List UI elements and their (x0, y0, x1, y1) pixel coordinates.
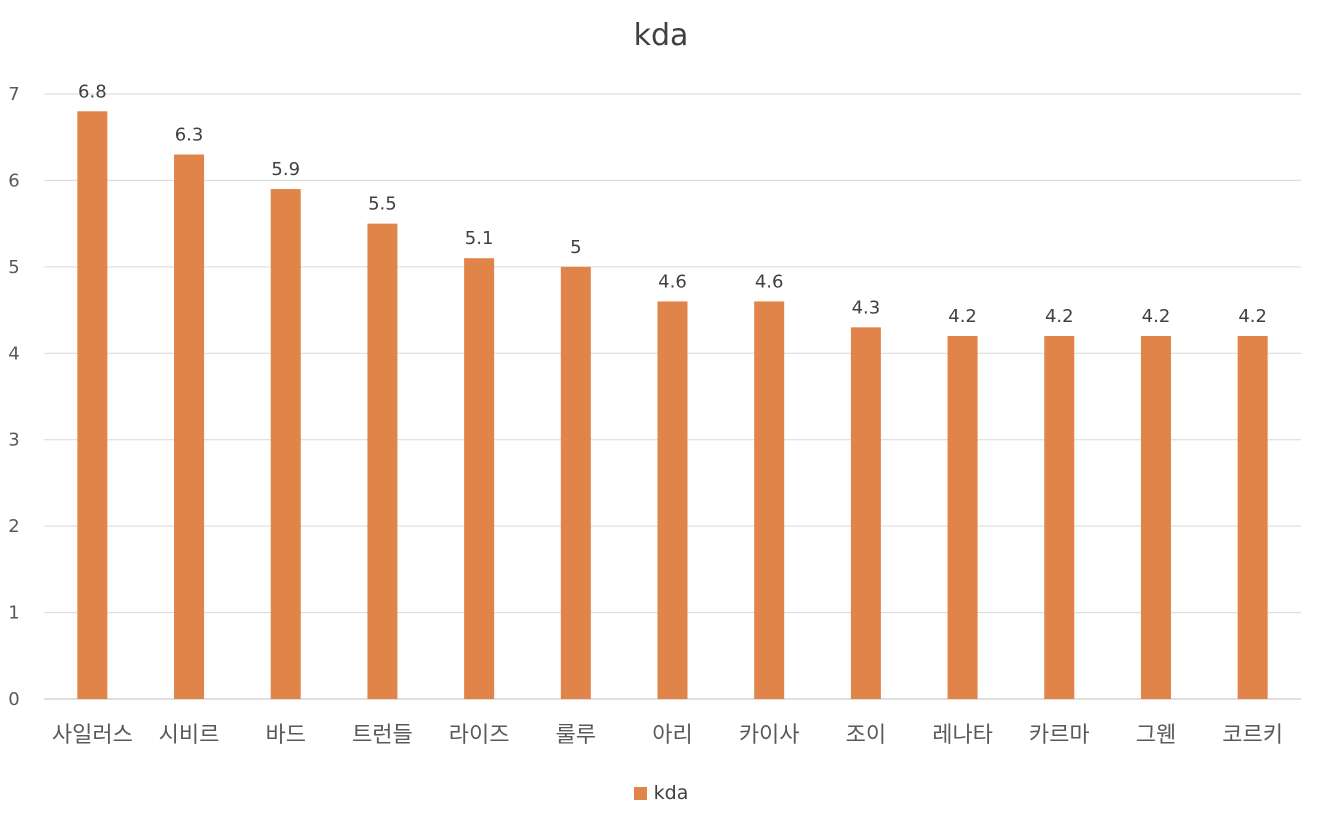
legend-label: kda (653, 782, 689, 804)
bar (270, 189, 301, 700)
bar (367, 223, 398, 699)
data-label: 5.9 (271, 159, 300, 180)
y-tick-label: 2 (8, 516, 19, 537)
data-label: 5.1 (465, 228, 494, 249)
bar (754, 301, 785, 699)
x-tick-label: 카이사 (739, 723, 800, 748)
data-label: 4.2 (1238, 306, 1267, 327)
y-tick-label: 4 (8, 343, 19, 364)
y-tick-label: 0 (8, 689, 19, 710)
x-tick-label: 시비르 (159, 723, 220, 748)
plot-area: 0 1 2 3 4 5 6 7 6.8 사일러스 6.3 시비르 5.9 바드 5.5 트런들 5.1 라이즈 5 룰… (8, 81, 1301, 748)
data-label: 5.5 (368, 194, 397, 215)
legend-swatch (633, 786, 647, 800)
bar (464, 258, 495, 699)
x-tick-label: 카르마 (1029, 723, 1090, 748)
bar (174, 154, 205, 699)
x-tick-label: 코르키 (1222, 723, 1283, 748)
bar (657, 301, 688, 699)
data-label: 4.3 (852, 297, 881, 318)
x-tick-label: 라이즈 (449, 723, 510, 748)
x-tick-label: 트런들 (352, 723, 413, 748)
data-label: 5 (570, 237, 581, 258)
y-tick-label: 1 (8, 603, 19, 624)
data-label: 4.2 (1045, 306, 1074, 327)
bar (1044, 336, 1075, 699)
x-tick-label: 룰루 (556, 723, 596, 748)
x-tick-label: 조이 (846, 723, 886, 748)
x-tick-label: 그웬 (1136, 723, 1176, 748)
bar (1237, 336, 1268, 699)
legend: kda (0, 782, 1322, 804)
y-tick-label: 3 (8, 430, 19, 451)
data-label: 4.2 (948, 306, 977, 327)
data-label: 6.8 (78, 81, 107, 102)
bar (947, 336, 978, 699)
y-tick-label: 7 (8, 84, 19, 105)
bar (77, 111, 108, 700)
data-label: 4.6 (658, 271, 687, 292)
x-tick-label: 사일러스 (52, 723, 133, 748)
data-label: 4.2 (1142, 306, 1171, 327)
y-tick-label: 6 (8, 170, 19, 191)
chart-title: kda (633, 18, 689, 53)
bar (850, 327, 881, 699)
x-tick-label: 레나타 (932, 723, 993, 748)
bar (1140, 336, 1171, 699)
y-tick-label: 5 (8, 257, 19, 278)
data-label: 4.6 (755, 271, 784, 292)
data-label: 6.3 (175, 125, 204, 146)
x-tick-label: 바드 (265, 723, 305, 748)
x-tick-label: 아리 (652, 723, 692, 748)
bar (560, 266, 591, 699)
